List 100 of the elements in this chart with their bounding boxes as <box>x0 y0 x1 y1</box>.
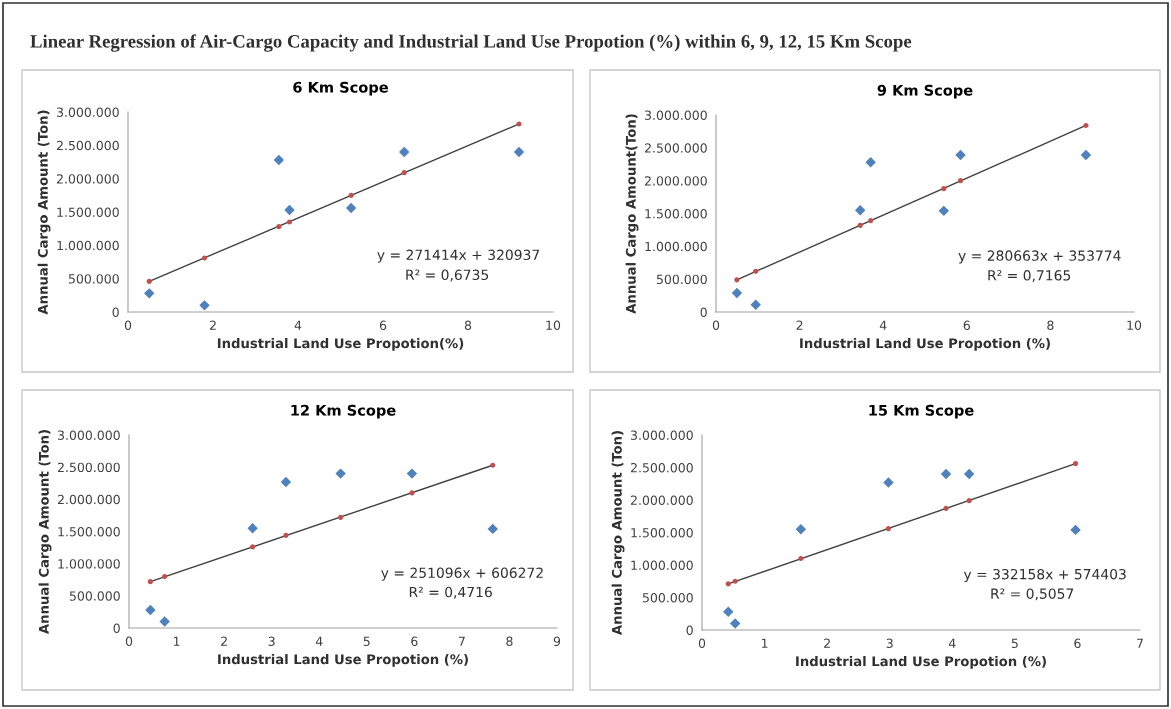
point <box>1070 524 1081 536</box>
x-tick-label: 10 <box>546 320 561 331</box>
x-tick-label: 2 <box>824 638 830 648</box>
point <box>855 205 866 216</box>
point <box>147 579 153 585</box>
point <box>963 468 975 480</box>
point <box>159 616 170 627</box>
point <box>966 498 972 504</box>
x-tick-label: 10 <box>1127 320 1142 331</box>
x-axis-title: Industrial Land Use Propotion (%) <box>800 337 1050 351</box>
y-tick-label: 2.000.000 <box>630 495 693 505</box>
x-tick-label: 8 <box>1047 320 1054 331</box>
y-tick-label: 1.000.000 <box>58 559 120 569</box>
point <box>406 468 418 479</box>
point <box>883 477 894 488</box>
x-tick-label: 7 <box>1137 638 1143 648</box>
point <box>725 581 731 587</box>
x-tick-label: 3 <box>886 638 893 649</box>
point <box>750 299 761 310</box>
x-tick-label: 4 <box>294 320 302 330</box>
point <box>723 606 734 617</box>
point <box>280 476 292 488</box>
y-tick-label: 1.500.000 <box>631 527 693 538</box>
point <box>490 462 496 468</box>
x-tick-label: 0 <box>712 320 720 331</box>
y-axis-title: Annual Cargo Amount (Ton) <box>37 110 51 315</box>
point <box>753 268 759 274</box>
chart-title: 9 Km Scope <box>877 84 973 99</box>
point <box>957 178 964 184</box>
y-tick-label: 2.500.000 <box>644 143 707 153</box>
y-axis-title: Annual Cargo Amount (Ton) <box>38 430 52 634</box>
point <box>941 185 947 192</box>
point <box>399 146 410 158</box>
point <box>286 219 293 225</box>
x-tick-label: 4 <box>948 638 956 648</box>
point <box>731 287 743 299</box>
y-tick-label: 1.000.000 <box>631 560 693 570</box>
point <box>146 278 152 284</box>
y-axis-title: Annual Cargo Amount (Ton) <box>611 431 625 635</box>
point <box>273 154 285 166</box>
point <box>284 204 295 216</box>
x-tick-label: 1 <box>761 638 768 648</box>
y-tick-label: 500.000 <box>656 274 707 285</box>
y-tick-label: 2.000.000 <box>56 174 119 184</box>
point <box>401 170 407 176</box>
annotation: y = 271414x + 320937 <box>377 249 540 263</box>
x-tick-label: 5 <box>1011 638 1018 649</box>
point <box>1083 122 1089 129</box>
y-tick-label: 2.500.000 <box>630 462 693 473</box>
y-tick-label: 1.000.000 <box>645 241 707 252</box>
y-tick-label: 3.000.000 <box>631 430 693 440</box>
y-tick-label: 500.000 <box>642 592 693 603</box>
y-tick-label: 1.500.000 <box>645 208 707 219</box>
x-tick-label: 1 <box>173 636 180 646</box>
x-tick-label: 6 <box>379 320 387 331</box>
point <box>201 255 208 261</box>
point <box>795 524 807 535</box>
point <box>145 604 156 616</box>
x-tick-label: 9 <box>553 636 561 647</box>
point <box>348 192 354 198</box>
point <box>940 468 952 480</box>
point <box>144 288 155 299</box>
x-axis-title: Industrial Land Use Propotion(%) <box>217 337 464 351</box>
annotation: y = 280663x + 353774 <box>958 250 1121 264</box>
annotation: y = 251096x + 606272 <box>381 567 543 581</box>
point <box>335 468 346 479</box>
x-tick-label: 7 <box>458 636 465 646</box>
x-tick-label: 0 <box>124 320 132 331</box>
point <box>868 218 874 224</box>
point <box>938 205 950 217</box>
y-tick-label: 3.000.000 <box>645 110 707 120</box>
point <box>1080 149 1092 161</box>
y-tick-label: 0 <box>686 625 693 635</box>
point <box>283 532 289 538</box>
annotation: R² = 0,4716 <box>409 586 492 599</box>
text: Linear Regression of Air-Cargo Capacity and Industrial Land Use Propotion (%) within 6, 9, 12, 15 Km Scope <box>30 34 912 52</box>
point <box>732 578 738 584</box>
y-tick-label: 3.000.000 <box>58 430 120 440</box>
chart-title: 15 Km Scope <box>869 404 974 419</box>
annotation: R² = 0,7165 <box>988 270 1071 282</box>
point <box>865 157 876 168</box>
x-tick-label: 4 <box>315 636 323 646</box>
point <box>798 555 804 562</box>
chart-title: 12 Km Scope <box>291 404 396 419</box>
y-tick-label: 500.000 <box>69 591 120 601</box>
annotation: R² = 0,6735 <box>406 269 489 282</box>
y-tick-label: 0 <box>700 307 707 317</box>
x-tick-label: 2 <box>796 320 803 330</box>
point <box>247 523 258 534</box>
x-tick-label: 5 <box>363 636 370 647</box>
point <box>409 490 415 496</box>
point <box>276 224 282 230</box>
point <box>885 526 892 532</box>
y-tick-label: 1.000.000 <box>57 240 119 251</box>
annotation: R² = 0,5057 <box>991 588 1074 601</box>
x-tick-label: 8 <box>506 636 513 647</box>
y-tick-label: 2.500.000 <box>56 140 119 151</box>
x-tick-label: 2 <box>209 320 216 330</box>
y-tick-label: 0 <box>113 623 120 633</box>
point <box>487 523 498 535</box>
